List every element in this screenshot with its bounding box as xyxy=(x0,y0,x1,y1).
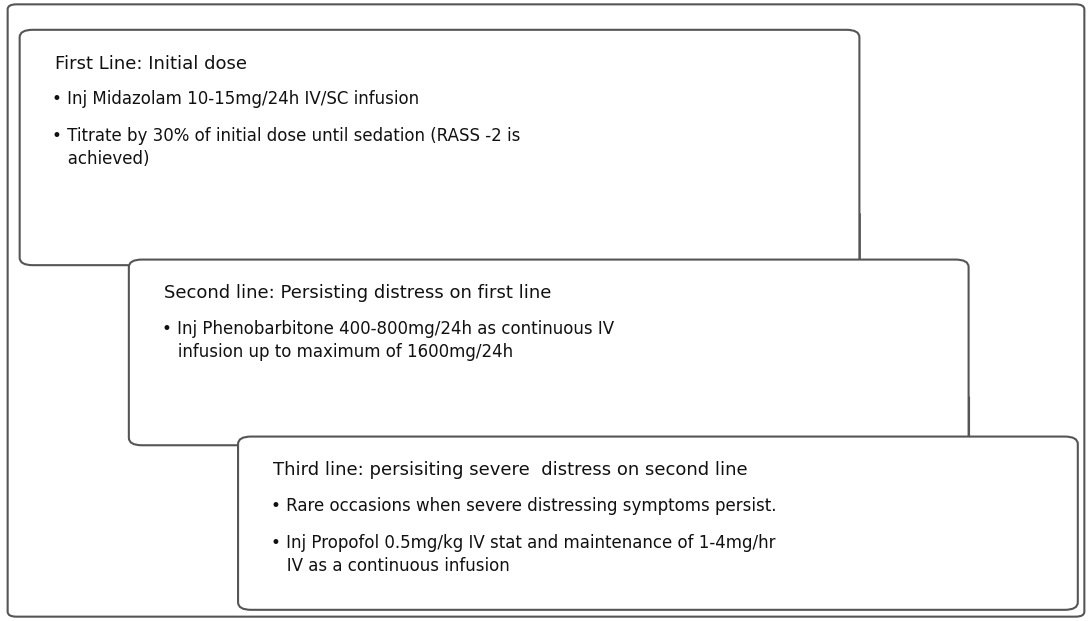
Text: • Titrate by 30% of initial dose until sedation (RASS -2 is
   achieved): • Titrate by 30% of initial dose until s… xyxy=(52,127,521,168)
Polygon shape xyxy=(860,397,1007,497)
Polygon shape xyxy=(751,214,898,317)
Text: • Inj Phenobarbitone 400-800mg/24h as continuous IV
   infusion up to maximum of: • Inj Phenobarbitone 400-800mg/24h as co… xyxy=(162,320,614,361)
FancyBboxPatch shape xyxy=(8,4,1084,617)
Text: Third line: persisiting severe  distress on second line: Third line: persisiting severe distress … xyxy=(273,461,748,479)
Text: Second line: Persisting distress on first line: Second line: Persisting distress on firs… xyxy=(164,284,551,302)
Text: • Rare occasions when severe distressing symptoms persist.: • Rare occasions when severe distressing… xyxy=(271,497,776,515)
Text: First Line: Initial dose: First Line: Initial dose xyxy=(55,55,247,73)
FancyBboxPatch shape xyxy=(129,260,969,445)
Text: • Inj Propofol 0.5mg/kg IV stat and maintenance of 1-4mg/hr
   IV as a continuou: • Inj Propofol 0.5mg/kg IV stat and main… xyxy=(271,534,775,575)
FancyBboxPatch shape xyxy=(238,437,1078,610)
FancyBboxPatch shape xyxy=(20,30,859,265)
Text: • Inj Midazolam 10-15mg/24h IV/SC infusion: • Inj Midazolam 10-15mg/24h IV/SC infusi… xyxy=(52,90,419,108)
